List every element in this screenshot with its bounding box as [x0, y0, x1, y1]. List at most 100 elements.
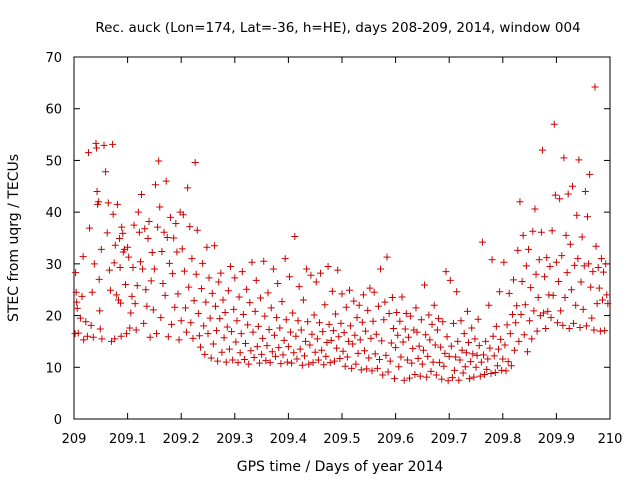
data-point: [546, 262, 554, 270]
data-point: [603, 291, 611, 299]
data-point: [368, 367, 376, 375]
data-point: [229, 356, 237, 364]
data-point: [525, 245, 533, 253]
data-point: [456, 356, 464, 364]
data-point: [497, 335, 505, 343]
data-point: [259, 334, 267, 342]
data-point: [445, 352, 453, 360]
data-point: [533, 327, 541, 335]
data-point: [419, 346, 427, 354]
data-point: [98, 335, 106, 343]
data-point: [468, 324, 476, 332]
data-point: [460, 330, 468, 338]
data-point: [296, 345, 304, 353]
data-point: [222, 358, 230, 366]
data-point: [477, 358, 485, 366]
data-point: [147, 277, 155, 285]
data-point: [398, 293, 406, 301]
data-point: [373, 364, 381, 372]
data-point: [136, 258, 144, 266]
data-point: [485, 301, 493, 309]
data-point: [467, 358, 475, 366]
data-point: [207, 354, 215, 362]
data-point: [475, 342, 483, 350]
data-point: [293, 355, 301, 363]
data-point: [73, 298, 81, 306]
data-point: [135, 228, 143, 236]
data-point: [317, 269, 325, 277]
data-point: [404, 333, 412, 341]
data-point: [308, 330, 316, 338]
data-point: [220, 334, 228, 342]
data-point: [299, 296, 307, 304]
x-axis: 209 209.1 209.2 209.3 209.4 209.5 209.6 209.7 20…: [62, 57, 622, 447]
data-point: [521, 301, 529, 309]
data-point: [306, 341, 314, 349]
data-point: [321, 301, 329, 309]
data-point: [376, 356, 384, 364]
data-point: [484, 355, 492, 363]
y-tick-label: 0: [54, 413, 62, 428]
data-point: [391, 375, 399, 383]
data-point: [447, 342, 455, 350]
data-point: [486, 344, 494, 352]
data-point: [116, 235, 124, 243]
data-point: [210, 242, 218, 250]
data-point: [389, 325, 397, 332]
data-point: [469, 350, 477, 358]
data-point: [181, 304, 189, 312]
data-point: [168, 320, 176, 328]
data-point: [514, 246, 522, 254]
data-point: [557, 307, 565, 315]
data-point: [327, 336, 335, 344]
data-point: [534, 293, 542, 301]
data-point: [230, 305, 238, 313]
data-point: [196, 343, 204, 351]
data-point: [571, 261, 579, 269]
data-point: [436, 359, 444, 367]
data-point: [442, 268, 450, 276]
data-point: [310, 311, 318, 319]
data-point: [388, 293, 396, 301]
data-point: [92, 139, 100, 147]
data-point: [336, 354, 344, 362]
x-tick-label: 209.7: [431, 432, 468, 447]
data-point: [372, 330, 380, 338]
data-point: [145, 217, 153, 225]
data-point: [166, 213, 174, 221]
data-point: [518, 277, 526, 285]
data-point: [225, 345, 233, 353]
data-point: [503, 321, 511, 329]
data-point: [513, 302, 521, 310]
data-point: [219, 296, 227, 304]
data-point: [478, 238, 486, 246]
data-point: [495, 345, 503, 353]
data-point: [127, 309, 135, 317]
data-point: [451, 366, 459, 374]
data-point: [158, 247, 166, 255]
data-point: [251, 307, 259, 315]
data-point: [172, 220, 180, 228]
data-point: [522, 262, 530, 270]
data-point: [335, 333, 343, 341]
data-point: [189, 334, 197, 342]
data-point: [426, 336, 434, 344]
data-point: [395, 363, 403, 371]
data-point: [535, 256, 543, 264]
data-point: [326, 359, 334, 367]
data-point: [540, 309, 548, 317]
data-point: [346, 286, 354, 294]
data-point: [499, 355, 507, 363]
data-point: [234, 359, 242, 367]
data-point: [351, 331, 359, 339]
data-point: [215, 278, 223, 286]
data-point: [288, 359, 296, 367]
data-point: [412, 304, 420, 312]
data-point: [154, 223, 162, 231]
data-point: [386, 357, 394, 365]
data-point: [109, 210, 117, 218]
data-point: [72, 269, 80, 277]
data-point: [567, 286, 575, 294]
data-point: [264, 289, 272, 297]
data-point: [474, 315, 482, 323]
